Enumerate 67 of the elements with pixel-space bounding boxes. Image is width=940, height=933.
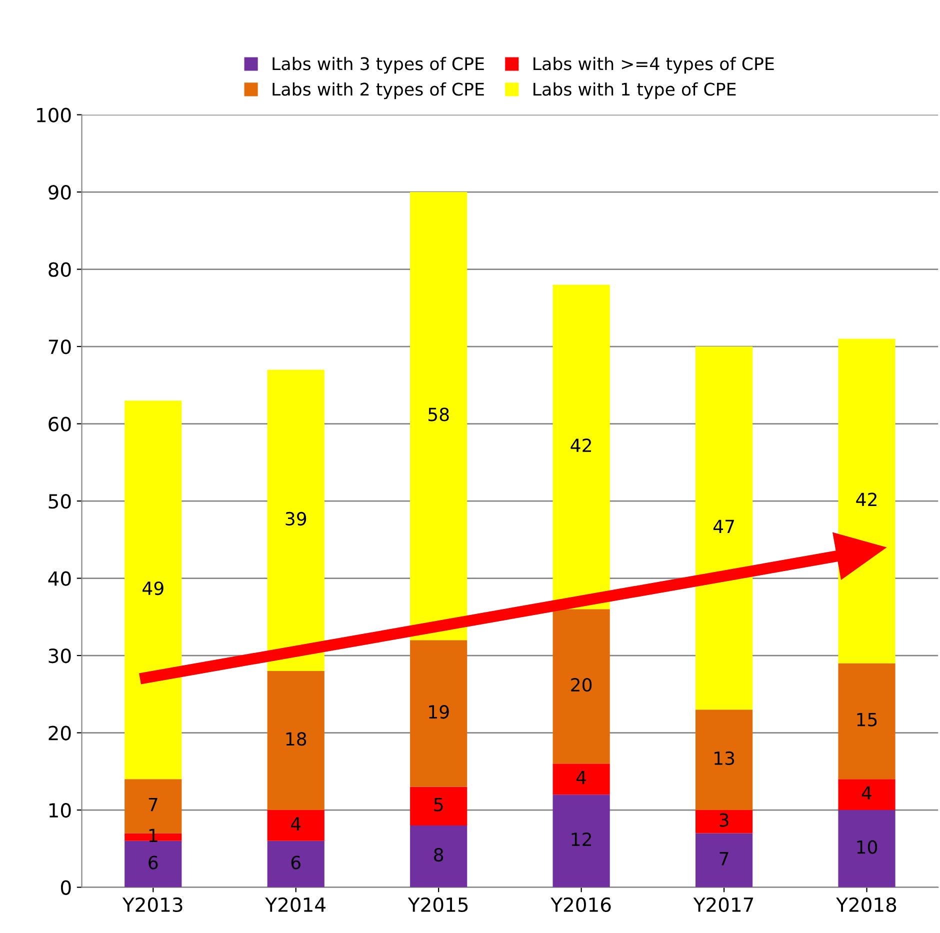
data-label: 12: [572, 832, 591, 846]
data-label: 13: [714, 751, 734, 766]
data-label: 3: [720, 813, 728, 827]
y-tick-label: 20: [48, 726, 71, 740]
bar: [267, 370, 324, 671]
bar: [695, 346, 753, 710]
data-label: 42: [570, 438, 591, 452]
x-tick-label: Y2015: [408, 897, 468, 912]
x-tick-label: Y2018: [836, 897, 896, 912]
data-label: 4: [291, 817, 301, 830]
y-tick-label: 90: [48, 184, 71, 200]
legend-label: Labs with >=4 types of CPE: [534, 56, 774, 74]
bar: [124, 400, 182, 780]
data-label: 47: [713, 520, 734, 534]
data-label: 8: [434, 848, 444, 862]
legend-label: Labs with 3 types of CPE: [272, 56, 484, 74]
data-label: 58: [428, 408, 449, 422]
y-tick-label: 60: [48, 416, 71, 432]
y-tick-label: 0: [60, 880, 71, 895]
data-label: 15: [857, 713, 877, 726]
bar: [410, 640, 468, 787]
data-label: 10: [857, 840, 878, 854]
data-label: 4: [862, 786, 872, 800]
data-label: 5: [434, 798, 443, 812]
bar: [695, 833, 753, 888]
data-label: 4: [576, 770, 586, 784]
x-tick-label: Y2016: [550, 897, 611, 912]
bar: [838, 338, 896, 664]
data-label: 18: [286, 732, 306, 746]
y-tick-label: 10: [49, 802, 71, 818]
bar: [695, 710, 753, 810]
bar: [410, 192, 468, 640]
y-tick-label: 30: [48, 648, 71, 664]
y-tick-label: 80: [48, 262, 71, 277]
data-label: 19: [429, 705, 449, 719]
x-tick-label: Y2013: [122, 897, 182, 912]
bar: [124, 840, 182, 888]
data-label: 6: [148, 856, 158, 870]
x-tick-label: Y2014: [265, 897, 326, 912]
bar: [267, 810, 324, 841]
y-tick-label: 70: [48, 339, 71, 354]
bar: [695, 810, 753, 834]
data-label: 49: [142, 581, 164, 596]
bar: [838, 810, 896, 888]
bar: [552, 764, 610, 795]
legend-label: Labs with 2 types of CPE: [272, 82, 484, 100]
bar: [267, 840, 324, 888]
bar: [838, 779, 896, 810]
bar: [267, 670, 324, 810]
bar: [552, 794, 610, 888]
y-tick-label: 100: [37, 108, 71, 122]
bar: [838, 663, 896, 780]
bar: [552, 609, 610, 764]
data-label: 39: [286, 512, 306, 526]
y-tick-label: 40: [48, 571, 71, 586]
bar: [410, 825, 468, 888]
bar: [410, 786, 468, 826]
data-label: 42: [856, 492, 876, 506]
legend-label: Labs with 1 type of CPE: [534, 82, 736, 100]
data-label: 1: [149, 828, 158, 842]
bar: [552, 284, 610, 610]
data-label: 7: [720, 852, 728, 866]
x-tick-label: Y2017: [693, 897, 754, 912]
data-label: 6: [291, 856, 300, 870]
y-tick-label: 50: [48, 494, 71, 509]
data-label: 7: [148, 798, 158, 812]
data-label: 20: [571, 678, 592, 692]
